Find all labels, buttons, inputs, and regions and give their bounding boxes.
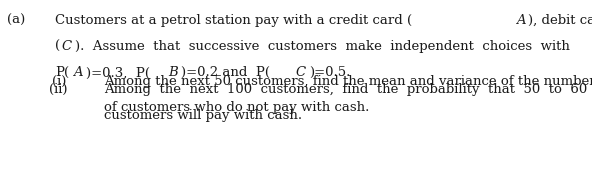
Text: P(: P(: [55, 66, 69, 79]
Text: C: C: [62, 40, 72, 53]
Text: Among the next 50 customers, find the mean and variance of the number: Among the next 50 customers, find the me…: [104, 75, 592, 88]
Text: )=0.2 and  P(: )=0.2 and P(: [181, 66, 270, 79]
Text: ), debit card (: ), debit card (: [528, 14, 592, 27]
Text: (a): (a): [7, 14, 25, 27]
Text: ).  Assume  that  successive  customers  make  independent  choices  with: ). Assume that successive customers make…: [75, 40, 570, 53]
Text: A: A: [516, 14, 526, 27]
Text: (: (: [55, 40, 60, 53]
Text: B: B: [168, 66, 178, 79]
Text: A: A: [73, 66, 83, 79]
Text: (i): (i): [52, 75, 66, 88]
Text: )=0.3,  P(: )=0.3, P(: [86, 66, 150, 79]
Text: )=0.5.: )=0.5.: [309, 66, 350, 79]
Text: (ii): (ii): [49, 83, 67, 96]
Text: C: C: [295, 66, 306, 79]
Text: Customers at a petrol station pay with a credit card (: Customers at a petrol station pay with a…: [55, 14, 412, 27]
Text: customers will pay with cash.: customers will pay with cash.: [104, 109, 302, 122]
Text: Among  the  next  100  customers,  find  the  probability  that  50  to  60: Among the next 100 customers, find the p…: [104, 83, 587, 96]
Text: of customers who do not pay with cash.: of customers who do not pay with cash.: [104, 101, 369, 114]
